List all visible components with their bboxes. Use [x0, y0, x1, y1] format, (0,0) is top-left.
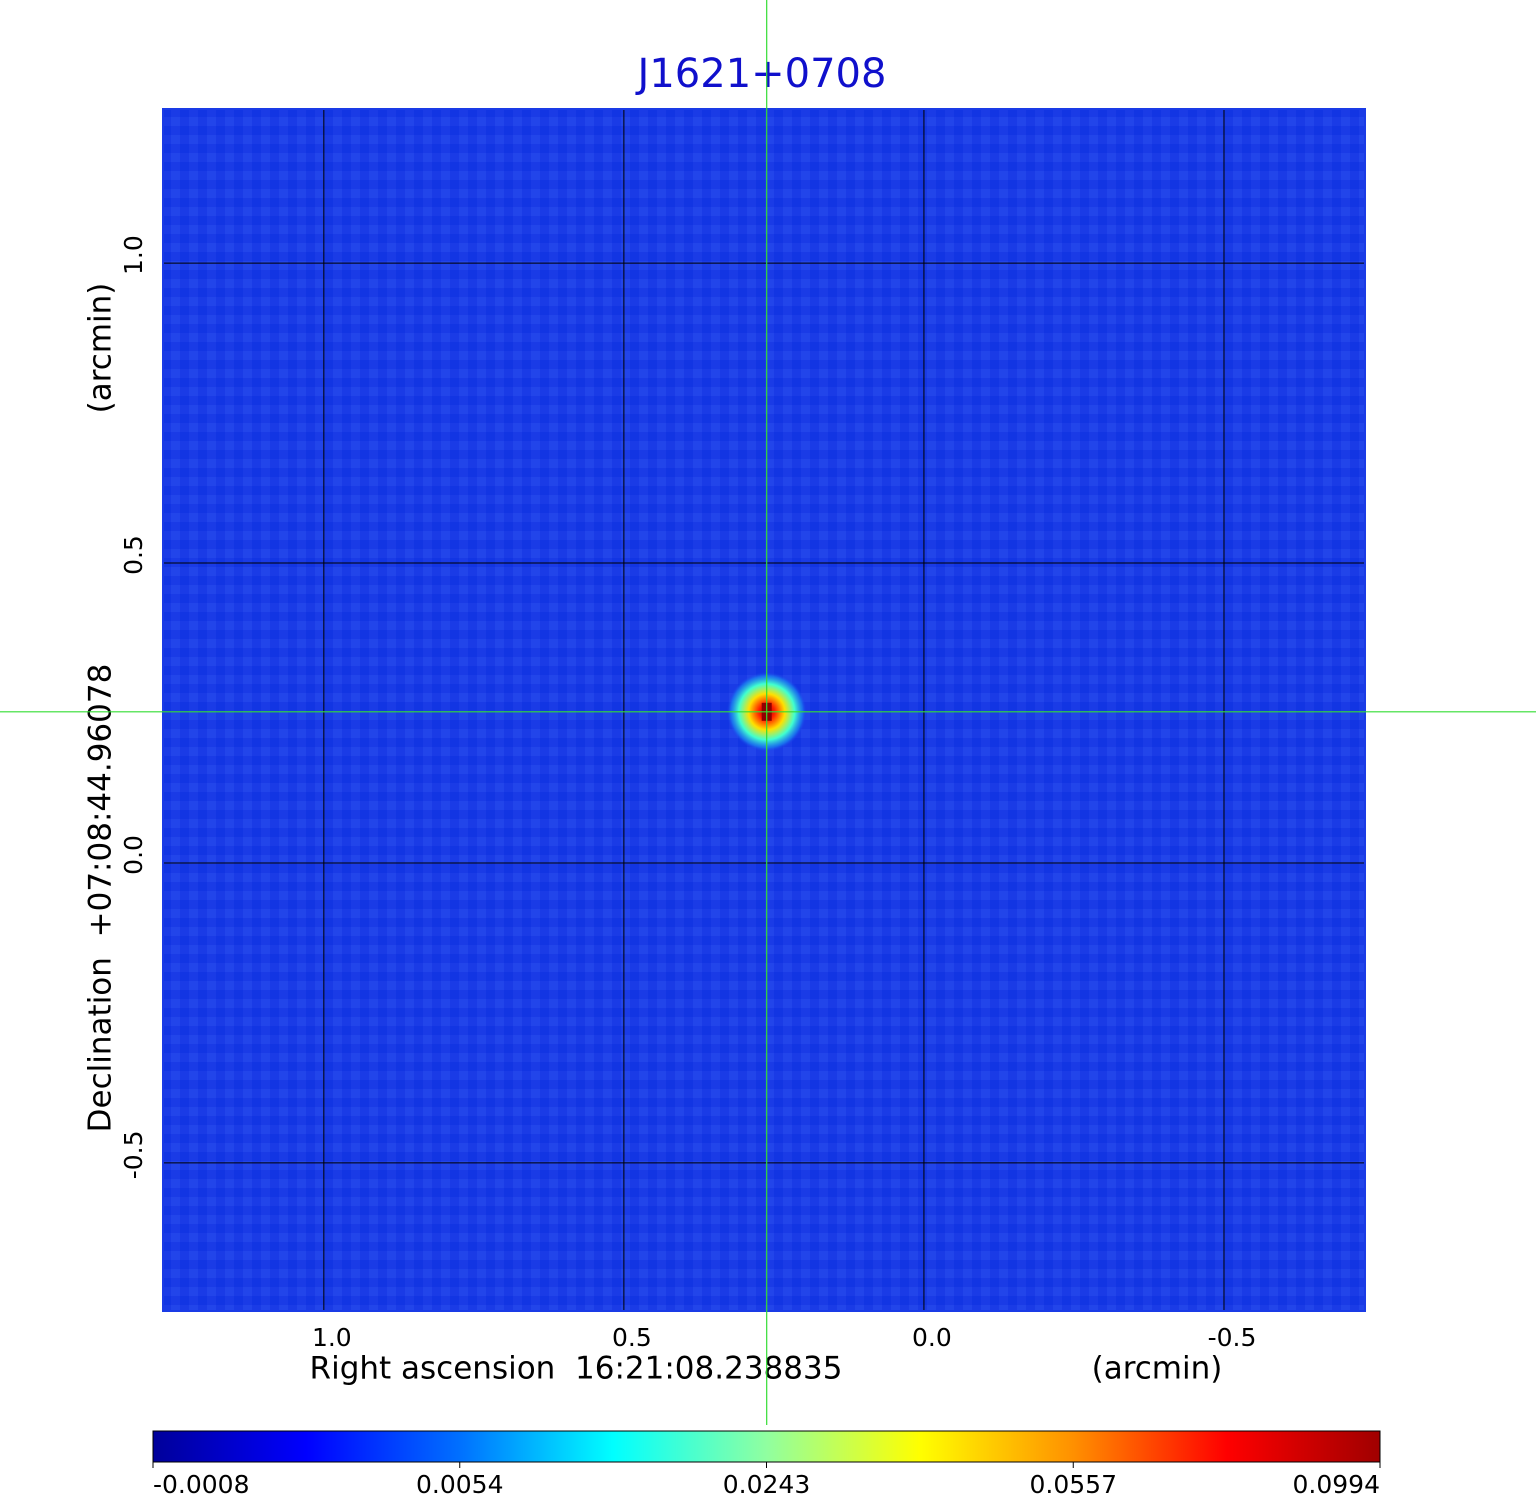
x-tick-label: 1.0 [312, 1323, 352, 1352]
colorbar-tick-label: 0.0243 [723, 1470, 810, 1499]
y-axis-label: Declination +07:08:44.96078 [83, 664, 119, 1133]
y-axis-unit: (arcmin) [83, 283, 119, 414]
x-tick-label: 0.5 [612, 1323, 652, 1352]
y-tick-label: 1.0 [119, 235, 148, 275]
colorbar-tick-label: 0.0054 [416, 1470, 503, 1499]
colorbar-tick-label: 0.0557 [1030, 1470, 1117, 1499]
x-tick-label: 0.0 [912, 1323, 952, 1352]
y-tick-label: 0.5 [119, 535, 148, 575]
image-frame [162, 108, 1366, 1312]
y-tick-label: 0.0 [119, 835, 148, 875]
colorbar [152, 1430, 1381, 1463]
y-tick-label: -0.5 [119, 1130, 148, 1179]
x-axis-unit: (arcmin) [1092, 1351, 1223, 1387]
colorbar-tick-label: -0.0008 [153, 1470, 250, 1499]
colorbar-tick-label: 0.0994 [1293, 1470, 1380, 1499]
chart-title: J1621+0708 [635, 51, 887, 97]
x-tick-label: -0.5 [1208, 1323, 1257, 1352]
x-axis-label: Right ascension 16:21:08.238835 [310, 1351, 843, 1387]
